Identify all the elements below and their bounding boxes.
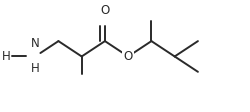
Text: N: N: [31, 37, 40, 50]
Text: H: H: [2, 50, 11, 63]
Text: O: O: [124, 50, 133, 63]
Text: O: O: [100, 4, 110, 17]
Text: H: H: [31, 62, 40, 75]
